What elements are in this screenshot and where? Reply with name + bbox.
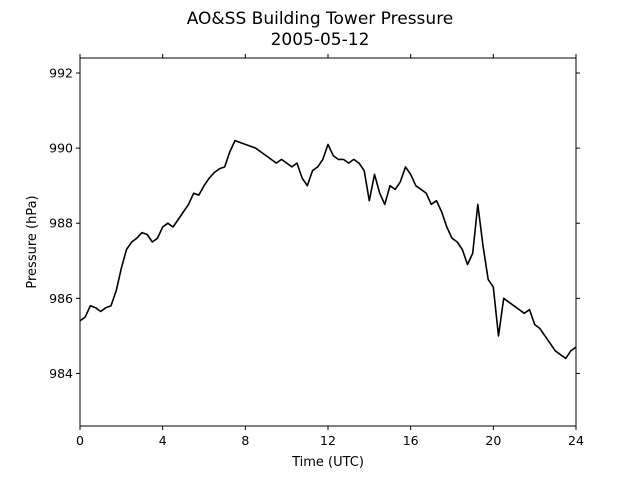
- x-tick-label: 16: [403, 433, 419, 448]
- y-tick-label: 986: [49, 291, 73, 306]
- chart-title: AO&SS Building Tower Pressure: [187, 9, 454, 29]
- y-axis: 984 986 988 990 992: [49, 66, 580, 381]
- plot-area: [79, 57, 577, 427]
- x-axis-label: Time (UTC): [291, 455, 364, 470]
- x-tick-label: 0: [76, 433, 84, 448]
- y-tick-label: 992: [49, 66, 73, 81]
- x-tick-label: 24: [568, 433, 584, 448]
- chart-subtitle: 2005-05-12: [271, 30, 370, 50]
- plot-frame: [79, 57, 577, 427]
- x-tick-label: 12: [320, 433, 336, 448]
- x-tick-label: 8: [241, 433, 249, 448]
- x-tick-label: 20: [485, 433, 501, 448]
- series-line-pressure: [79, 139, 577, 360]
- x-axis: 0 4 8 12 16 20 24: [76, 54, 584, 448]
- y-tick-label: 990: [49, 141, 73, 156]
- y-tick-label: 984: [49, 366, 73, 381]
- y-tick-label: 988: [49, 216, 73, 231]
- x-tick-label: 4: [159, 433, 167, 448]
- y-axis-label: Pressure (hPa): [25, 195, 40, 288]
